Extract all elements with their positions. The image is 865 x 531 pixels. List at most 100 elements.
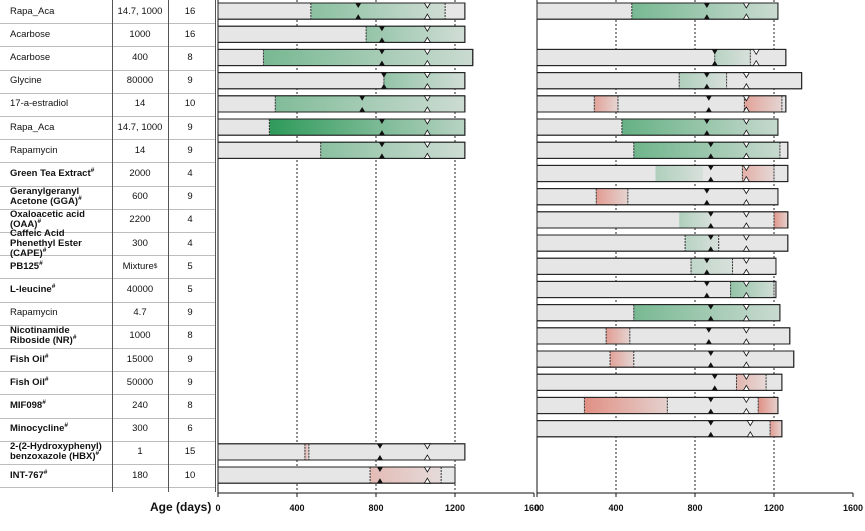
- compound-name: Glycine: [10, 75, 42, 87]
- table-row: Acarbose 1000 16: [0, 23, 215, 48]
- quantile-marker: [742, 118, 751, 136]
- effect-segment: [744, 95, 782, 112]
- n-cell: 4: [187, 167, 193, 179]
- table-row: 2-(2-Hydroxyphenyl) benzoxazole (HBX)# 1 1…: [0, 441, 215, 465]
- lifespan-bar: [217, 25, 466, 43]
- compound-name: Geranylgeranyl Acetone (GGA)#: [10, 186, 82, 208]
- median-marker: [378, 142, 385, 159]
- compound-name: Acarbose: [10, 51, 51, 63]
- effect-segment: [275, 95, 465, 112]
- table-row: MIF098# 240 8: [0, 394, 215, 419]
- table-row: Rapamycin 4.7 9: [0, 302, 215, 326]
- column-divider: [215, 0, 216, 492]
- effect-segment: [263, 49, 473, 66]
- median-marker: [703, 3, 710, 20]
- lifespan-bar: [217, 466, 456, 484]
- median-marker: [703, 281, 710, 298]
- median-marker: [705, 95, 712, 112]
- median-marker: [703, 258, 710, 275]
- dose-cell: 40000: [126, 283, 154, 295]
- lifespan-bar: [217, 443, 466, 461]
- median-marker: [707, 351, 714, 368]
- median-marker: [380, 72, 387, 89]
- x-tick-label: 400: [289, 503, 304, 513]
- compound-name: Green Tea Extract#: [10, 166, 95, 179]
- lifespan-bar: [536, 257, 777, 275]
- table-row: Fish Oil# 15000 9: [0, 348, 215, 373]
- median-marker: [355, 3, 362, 20]
- lifespan-bar: [217, 48, 474, 67]
- quantile-marker: [742, 141, 751, 159]
- effect-segment: [736, 374, 767, 391]
- effect-segment: [679, 72, 727, 89]
- lifespan-bar: [217, 95, 466, 113]
- compound-table: Rapa_Aca 14.7, 1000 16 Acarbose 1000 1 6 Acarbo…: [0, 0, 215, 492]
- column-divider: [168, 0, 169, 492]
- dose-cell: 300: [132, 237, 148, 249]
- lifespan-bar: [217, 2, 466, 20]
- n-cell: 10: [184, 469, 196, 481]
- effect-segment: [621, 119, 778, 136]
- n-cell: 10: [184, 98, 196, 110]
- compound-name: Nicotinamide Riboside (NR)#: [10, 325, 77, 347]
- effect-segment: [370, 467, 442, 484]
- x-tick-label: 0: [534, 503, 539, 513]
- effect-segment: [606, 327, 630, 344]
- dose-cell: 600: [132, 191, 148, 203]
- compound-name: Rapamycin: [10, 144, 58, 156]
- dose-cell: 180: [132, 469, 148, 481]
- compound-name: Caffeic Acid Phenethyl Ester (CAPE)#: [10, 227, 82, 259]
- quantile-marker: [742, 281, 751, 298]
- n-cell: 9: [187, 121, 193, 133]
- n-cell: 9: [187, 75, 193, 87]
- effect-segment: [596, 188, 628, 205]
- lifespan-bar: [536, 2, 779, 20]
- n-cell: 6: [187, 423, 193, 435]
- table-row: Nicotinamide Riboside (NR)# 1000 8: [0, 325, 215, 349]
- x-tick-label: 1600: [843, 503, 863, 513]
- compound-name: Rapamycin: [10, 307, 58, 319]
- table-row: Minocycline# 300 6: [0, 418, 215, 442]
- lifespan-bar: [536, 420, 783, 438]
- dose-cell: 14.7, 1000: [117, 121, 163, 133]
- dose-cell: Mixture $: [122, 260, 158, 272]
- n-cell: 8: [187, 51, 193, 63]
- dose-cell: 80000: [126, 75, 154, 87]
- dose-cell: 1: [137, 446, 143, 458]
- effect-segment: [584, 397, 668, 414]
- table-row: Acarbose 400 8: [0, 46, 215, 71]
- lifespan-bar: [536, 211, 789, 229]
- quantile-marker: [742, 397, 751, 414]
- median-marker: [359, 95, 366, 112]
- quantile-marker: [742, 257, 751, 275]
- effect-segment: [320, 142, 465, 159]
- quantile-marker: [423, 2, 432, 20]
- compound-name: Oxaloacetic acid (OAA)#: [10, 209, 85, 231]
- median-marker: [711, 49, 718, 66]
- x-axis-label: Age (days): [150, 500, 212, 514]
- dose-cell: 400: [132, 51, 148, 63]
- compound-name: MIF098#: [10, 398, 46, 411]
- effect-segment: [610, 351, 634, 368]
- column-divider: [112, 0, 113, 492]
- median-marker: [705, 327, 712, 344]
- median-marker: [703, 188, 710, 205]
- compound-name: Fish Oil#: [10, 375, 49, 388]
- compound-name: Acarbose: [10, 28, 51, 40]
- quantile-marker: [423, 25, 432, 43]
- n-cell: 9: [187, 376, 193, 388]
- table-row: Rapa_Aca 14.7, 1000 16: [0, 0, 215, 25]
- lifespan-bar: [536, 95, 787, 113]
- effect-segment: [304, 443, 309, 460]
- table-row: Caffeic Acid Phenethyl Ester (CAPE)# 300 4: [0, 227, 215, 259]
- quantile-marker: [423, 49, 432, 66]
- table-row: Fish Oil# 50000 9: [0, 371, 215, 396]
- quantile-marker: [742, 188, 751, 206]
- effect-segment: [310, 3, 446, 20]
- x-tick-label: 1200: [764, 503, 784, 513]
- x-tick-label: 800: [368, 503, 383, 513]
- n-cell: 9: [187, 353, 193, 365]
- dose-cell: 1000: [129, 28, 151, 40]
- quantile-marker: [752, 49, 760, 66]
- compound-name: Fish Oil#: [10, 352, 49, 365]
